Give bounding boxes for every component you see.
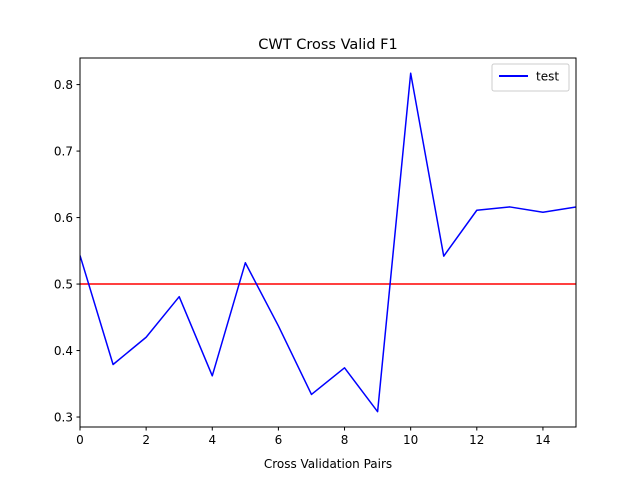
x-tick-label: 4 — [208, 433, 216, 447]
x-tick-label: 10 — [403, 433, 418, 447]
y-tick-label: 0.3 — [54, 411, 73, 425]
legend-box — [491, 63, 570, 92]
legend: test — [491, 63, 570, 92]
legend-label: test — [536, 70, 559, 84]
plot-frame — [79, 57, 577, 428]
y-tick-label: 0.7 — [54, 145, 73, 159]
plot-area — [80, 72, 576, 413]
axes: 0 2 4 6 8 10 12 14 0.3 0.4 0.5 0.6 0.7 0.8 — [54, 57, 577, 447]
x-tick-label: 8 — [341, 433, 349, 447]
x-axis-label: Cross Validation Pairs — [264, 457, 392, 471]
x-tick-label: 6 — [275, 433, 283, 447]
chart-title: CWT Cross Valid F1 — [258, 37, 397, 53]
y-tick-label: 0.6 — [54, 211, 73, 225]
x-tick-label: 12 — [469, 433, 484, 447]
x-tick-label: 2 — [142, 433, 150, 447]
y-tick-label: 0.5 — [54, 278, 73, 292]
y-tick-label: 0.8 — [54, 78, 73, 92]
y-tick-label: 0.4 — [54, 344, 73, 358]
series-line-0 — [80, 72, 576, 413]
x-tick-label: 14 — [535, 433, 550, 447]
x-tick-label: 0 — [76, 433, 84, 447]
